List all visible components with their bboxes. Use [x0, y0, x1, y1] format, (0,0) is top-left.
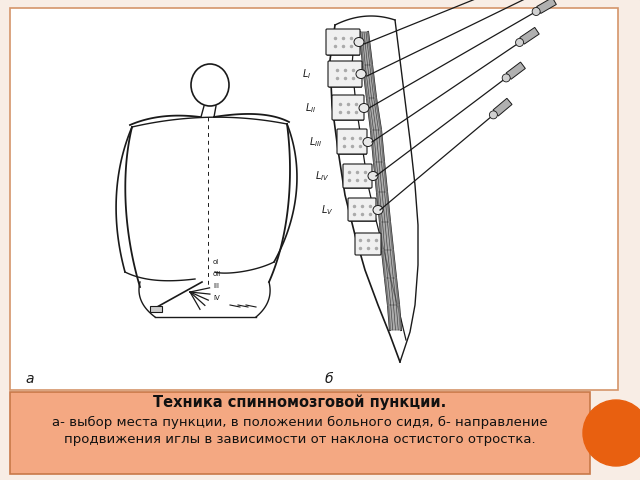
Text: Техника спинномозговой пункции.: Техника спинномозговой пункции.	[154, 394, 447, 410]
Circle shape	[532, 8, 540, 15]
Text: а: а	[25, 372, 33, 386]
Polygon shape	[537, 0, 556, 13]
Circle shape	[583, 400, 640, 466]
Polygon shape	[374, 162, 387, 192]
Text: продвижения иглы в зависимости от наклона остистого отростка.: продвижения иглы в зависимости от наклон…	[64, 433, 536, 446]
Text: oII: oII	[213, 271, 221, 277]
Ellipse shape	[373, 205, 383, 215]
Polygon shape	[388, 305, 401, 330]
Polygon shape	[520, 27, 540, 44]
FancyBboxPatch shape	[348, 198, 376, 221]
Polygon shape	[385, 278, 399, 305]
Ellipse shape	[363, 137, 373, 146]
Text: $L_{I}$: $L_{I}$	[302, 67, 312, 81]
Polygon shape	[506, 62, 525, 79]
FancyBboxPatch shape	[326, 29, 360, 55]
Polygon shape	[493, 98, 512, 116]
Polygon shape	[371, 130, 384, 162]
Text: oI: oI	[213, 259, 220, 265]
Circle shape	[516, 38, 524, 47]
Text: $L_{IV}$: $L_{IV}$	[315, 169, 329, 183]
Text: $L_{III}$: $L_{III}$	[309, 135, 323, 149]
Ellipse shape	[359, 104, 369, 112]
Ellipse shape	[356, 70, 366, 79]
Polygon shape	[360, 32, 372, 65]
Bar	[150, 306, 162, 312]
Bar	[10, 8, 618, 390]
FancyBboxPatch shape	[337, 129, 367, 154]
Text: III: III	[213, 283, 219, 289]
Text: б: б	[325, 372, 333, 386]
Text: $L_{V}$: $L_{V}$	[321, 203, 333, 217]
Text: $L_{II}$: $L_{II}$	[305, 101, 317, 115]
FancyBboxPatch shape	[328, 61, 362, 87]
FancyBboxPatch shape	[343, 164, 372, 188]
Polygon shape	[367, 98, 381, 130]
Circle shape	[490, 111, 497, 119]
Ellipse shape	[354, 37, 364, 47]
Polygon shape	[380, 222, 393, 250]
FancyBboxPatch shape	[332, 95, 364, 120]
Text: а- выбор места пункции, в положении больного сидя, б- направление: а- выбор места пункции, в положении боль…	[52, 416, 548, 429]
Circle shape	[502, 74, 510, 82]
FancyBboxPatch shape	[355, 233, 381, 255]
Polygon shape	[377, 192, 390, 222]
Polygon shape	[382, 250, 396, 278]
Polygon shape	[363, 65, 376, 98]
Text: IV: IV	[213, 295, 220, 301]
Ellipse shape	[368, 171, 378, 180]
Bar	[10, 392, 590, 474]
